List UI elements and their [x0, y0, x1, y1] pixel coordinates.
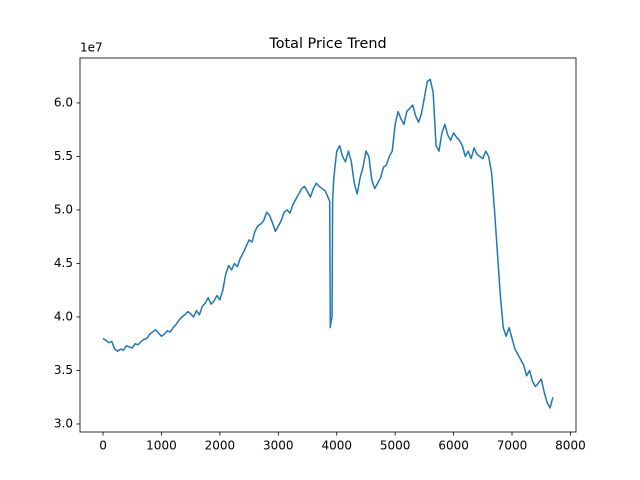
- y-tick-label: 4.0: [54, 309, 73, 323]
- x-tick-label: 0: [99, 439, 107, 453]
- x-tick-label: 1000: [146, 439, 177, 453]
- x-tick-label: 5000: [380, 439, 411, 453]
- axes-frame: [79, 57, 577, 433]
- x-tick-label: 8000: [555, 439, 586, 453]
- x-tick-label: 6000: [438, 439, 469, 453]
- y-tick-label: 3.0: [54, 416, 73, 430]
- y-offset-label: 1e7: [80, 41, 103, 55]
- y-tick-label: 6.0: [54, 95, 73, 109]
- y-tick-label: 5.5: [54, 149, 73, 163]
- chart-title: Total Price Trend: [268, 36, 386, 52]
- x-tick-label: 3000: [263, 439, 294, 453]
- y-tick-label: 3.5: [54, 363, 73, 377]
- y-tick-label: 4.5: [54, 256, 73, 270]
- x-tick-label: 4000: [321, 439, 352, 453]
- x-tick-label: 7000: [497, 439, 528, 453]
- x-tick-label: 2000: [205, 439, 236, 453]
- line-series: [102, 78, 554, 409]
- y-tick-label: 5.0: [54, 202, 73, 216]
